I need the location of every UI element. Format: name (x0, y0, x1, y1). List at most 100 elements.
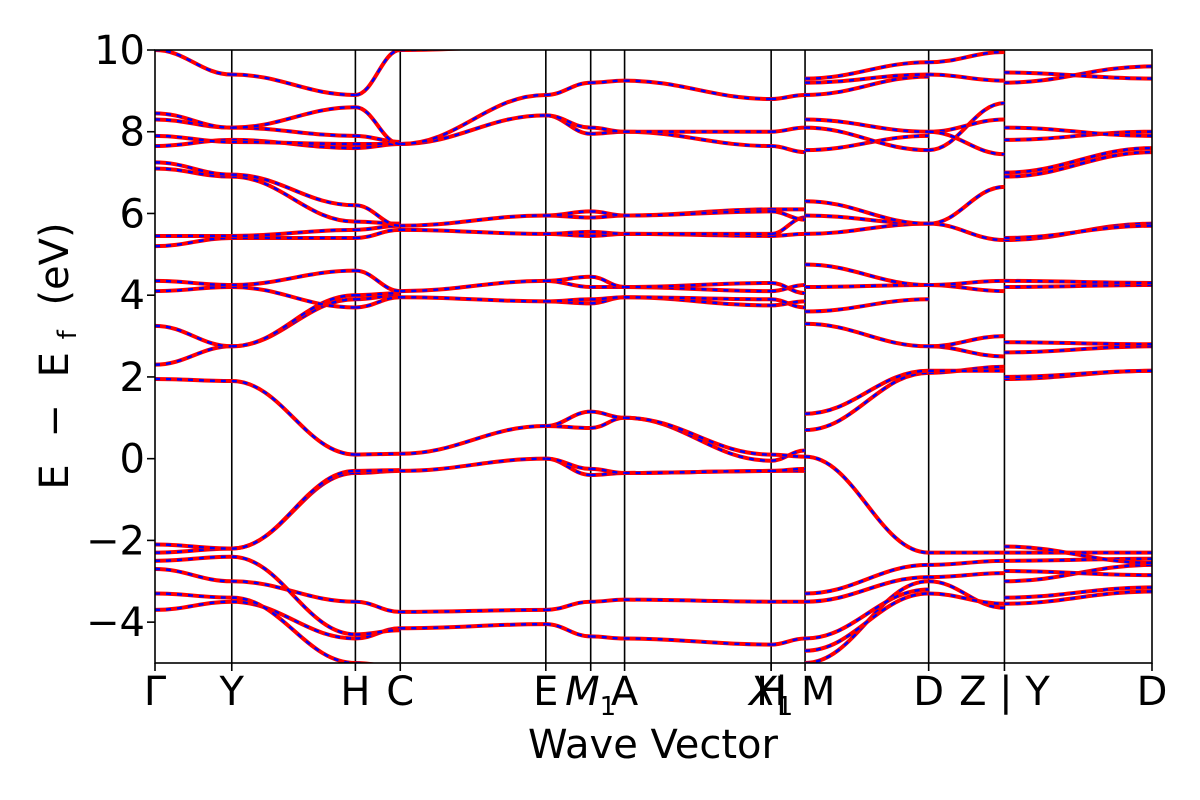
band-dash-1-16 (231, 140, 356, 146)
band-dash-8-8 (805, 322, 929, 348)
band-dash-9-14 (928, 118, 1005, 133)
band-dash-7-7 (771, 298, 806, 309)
band-10-1 (1004, 585, 1152, 600)
band-dash-8-5 (805, 455, 929, 554)
band-dash-9-1 (928, 592, 1005, 605)
band-10-20 (1004, 70, 1152, 81)
x-tick-label-10: D (913, 669, 944, 715)
band-dash-8-9 (805, 298, 929, 313)
band-1-16 (231, 139, 356, 146)
band-dash-9-9 (928, 283, 1005, 293)
band-9-0 (928, 579, 1005, 610)
band-dash-4-15 (545, 114, 591, 129)
band-dash-4-1 (545, 600, 591, 612)
band-10-16 (1004, 146, 1152, 175)
band-6-9 (624, 280, 772, 290)
band-dash-5-13 (590, 210, 625, 217)
band-dash-0-18 (155, 112, 232, 129)
band-dash-7-4 (771, 449, 806, 462)
y-tick-label-6: −2 (86, 518, 145, 564)
band-dash-5-0 (590, 635, 625, 640)
band-dash-8-1 (805, 592, 929, 652)
band-10-0 (1004, 589, 1152, 606)
band-dash-3-9 (400, 93, 546, 146)
band-10-3 (1004, 569, 1152, 578)
band-dash-5-15 (590, 126, 625, 133)
band-dash-1-5 (231, 469, 356, 550)
band-dash-2-8 (355, 291, 401, 297)
band-10-6 (1004, 544, 1152, 565)
band-dash-1-3 (231, 555, 356, 636)
band-dash-2-10 (355, 269, 401, 293)
band-dash-0-0 (155, 600, 232, 612)
band-dash-8-6 (805, 371, 929, 432)
band-dash-2-7 (355, 294, 401, 301)
band-10-12 (1004, 278, 1152, 285)
band-dash-4-9 (545, 275, 591, 283)
band-dash-2-5 (355, 468, 401, 473)
x-tick-label-1: Y (219, 669, 245, 715)
band-dash-8-14 (805, 200, 929, 225)
band-lines (155, 50, 1152, 663)
band-dash-2-9 (355, 296, 401, 309)
band-dash-0-1 (155, 592, 232, 599)
band-dash-4-5 (545, 410, 591, 428)
band-dash-9-17 (928, 50, 1005, 64)
y-tick-label-7: −4 (86, 600, 145, 646)
band-3-2 (400, 456, 546, 473)
band-dash-1-10 (231, 269, 356, 287)
band-dash-7-13 (771, 210, 806, 221)
band-dash-5-1 (590, 598, 625, 603)
y-tick-label-3: 4 (120, 273, 145, 319)
band-dash-1-0 (231, 600, 356, 640)
band-3-0 (400, 622, 546, 631)
band-dash-7-15 (771, 126, 806, 133)
y-label-e2: E (32, 352, 78, 377)
band-dash-5-4 (590, 416, 625, 430)
y-tick-label-2: 6 (120, 191, 145, 237)
band-dash-0-3 (155, 555, 232, 563)
band-dash-7-5 (771, 453, 806, 458)
band-dash-5-14 (590, 130, 625, 135)
y-tick-label-0: 10 (94, 28, 145, 74)
band-3-4 (400, 295, 546, 304)
x-tick-label-12: D (1137, 669, 1168, 715)
band-dash-9-11 (928, 222, 1005, 242)
band-dash-5-7 (590, 296, 625, 301)
band-6-13 (624, 209, 772, 218)
x-tick-label-6: A (611, 669, 639, 715)
band-dash-2-13 (355, 220, 401, 225)
band-dash-8-13 (805, 214, 929, 225)
band-dash-5-5 (590, 410, 625, 419)
band-dash-8-2 (805, 588, 929, 640)
y-label-sub-f: f (53, 329, 83, 339)
band-10-11 (1004, 282, 1152, 290)
band-dash-5-2 (590, 471, 625, 477)
band-dash-9-8 (928, 334, 1005, 348)
band-dash-8-4 (805, 563, 929, 595)
band-dash-4-3 (545, 457, 591, 471)
y-label-e: E (32, 464, 78, 489)
band-dash-1-18 (231, 106, 356, 129)
band-dash-2-17 (355, 134, 401, 144)
band-dash-5-9 (590, 275, 625, 289)
band-dash-8-15 (805, 134, 929, 152)
plot-frame (154, 49, 1153, 664)
band-dash-1-8 (231, 294, 356, 348)
x-tick-label-9: | M (775, 669, 836, 715)
band-dash-1-12 (231, 228, 356, 238)
band-dash-1-14 (231, 173, 356, 207)
band-dash-1-13 (231, 175, 356, 223)
y-label-minus: − (32, 404, 78, 438)
x-tick-label-5: M1 (565, 669, 616, 722)
band-1-6 (231, 379, 356, 457)
band-9-12 (928, 184, 1005, 226)
band-10-10 (1004, 340, 1152, 347)
band-dash-9-2 (928, 571, 1005, 579)
band-dash-5-3 (590, 467, 625, 475)
y-label-unit: (eV) (32, 222, 78, 305)
y-tick-label-1: 8 (120, 110, 145, 156)
band-dash-7-0 (771, 637, 806, 646)
